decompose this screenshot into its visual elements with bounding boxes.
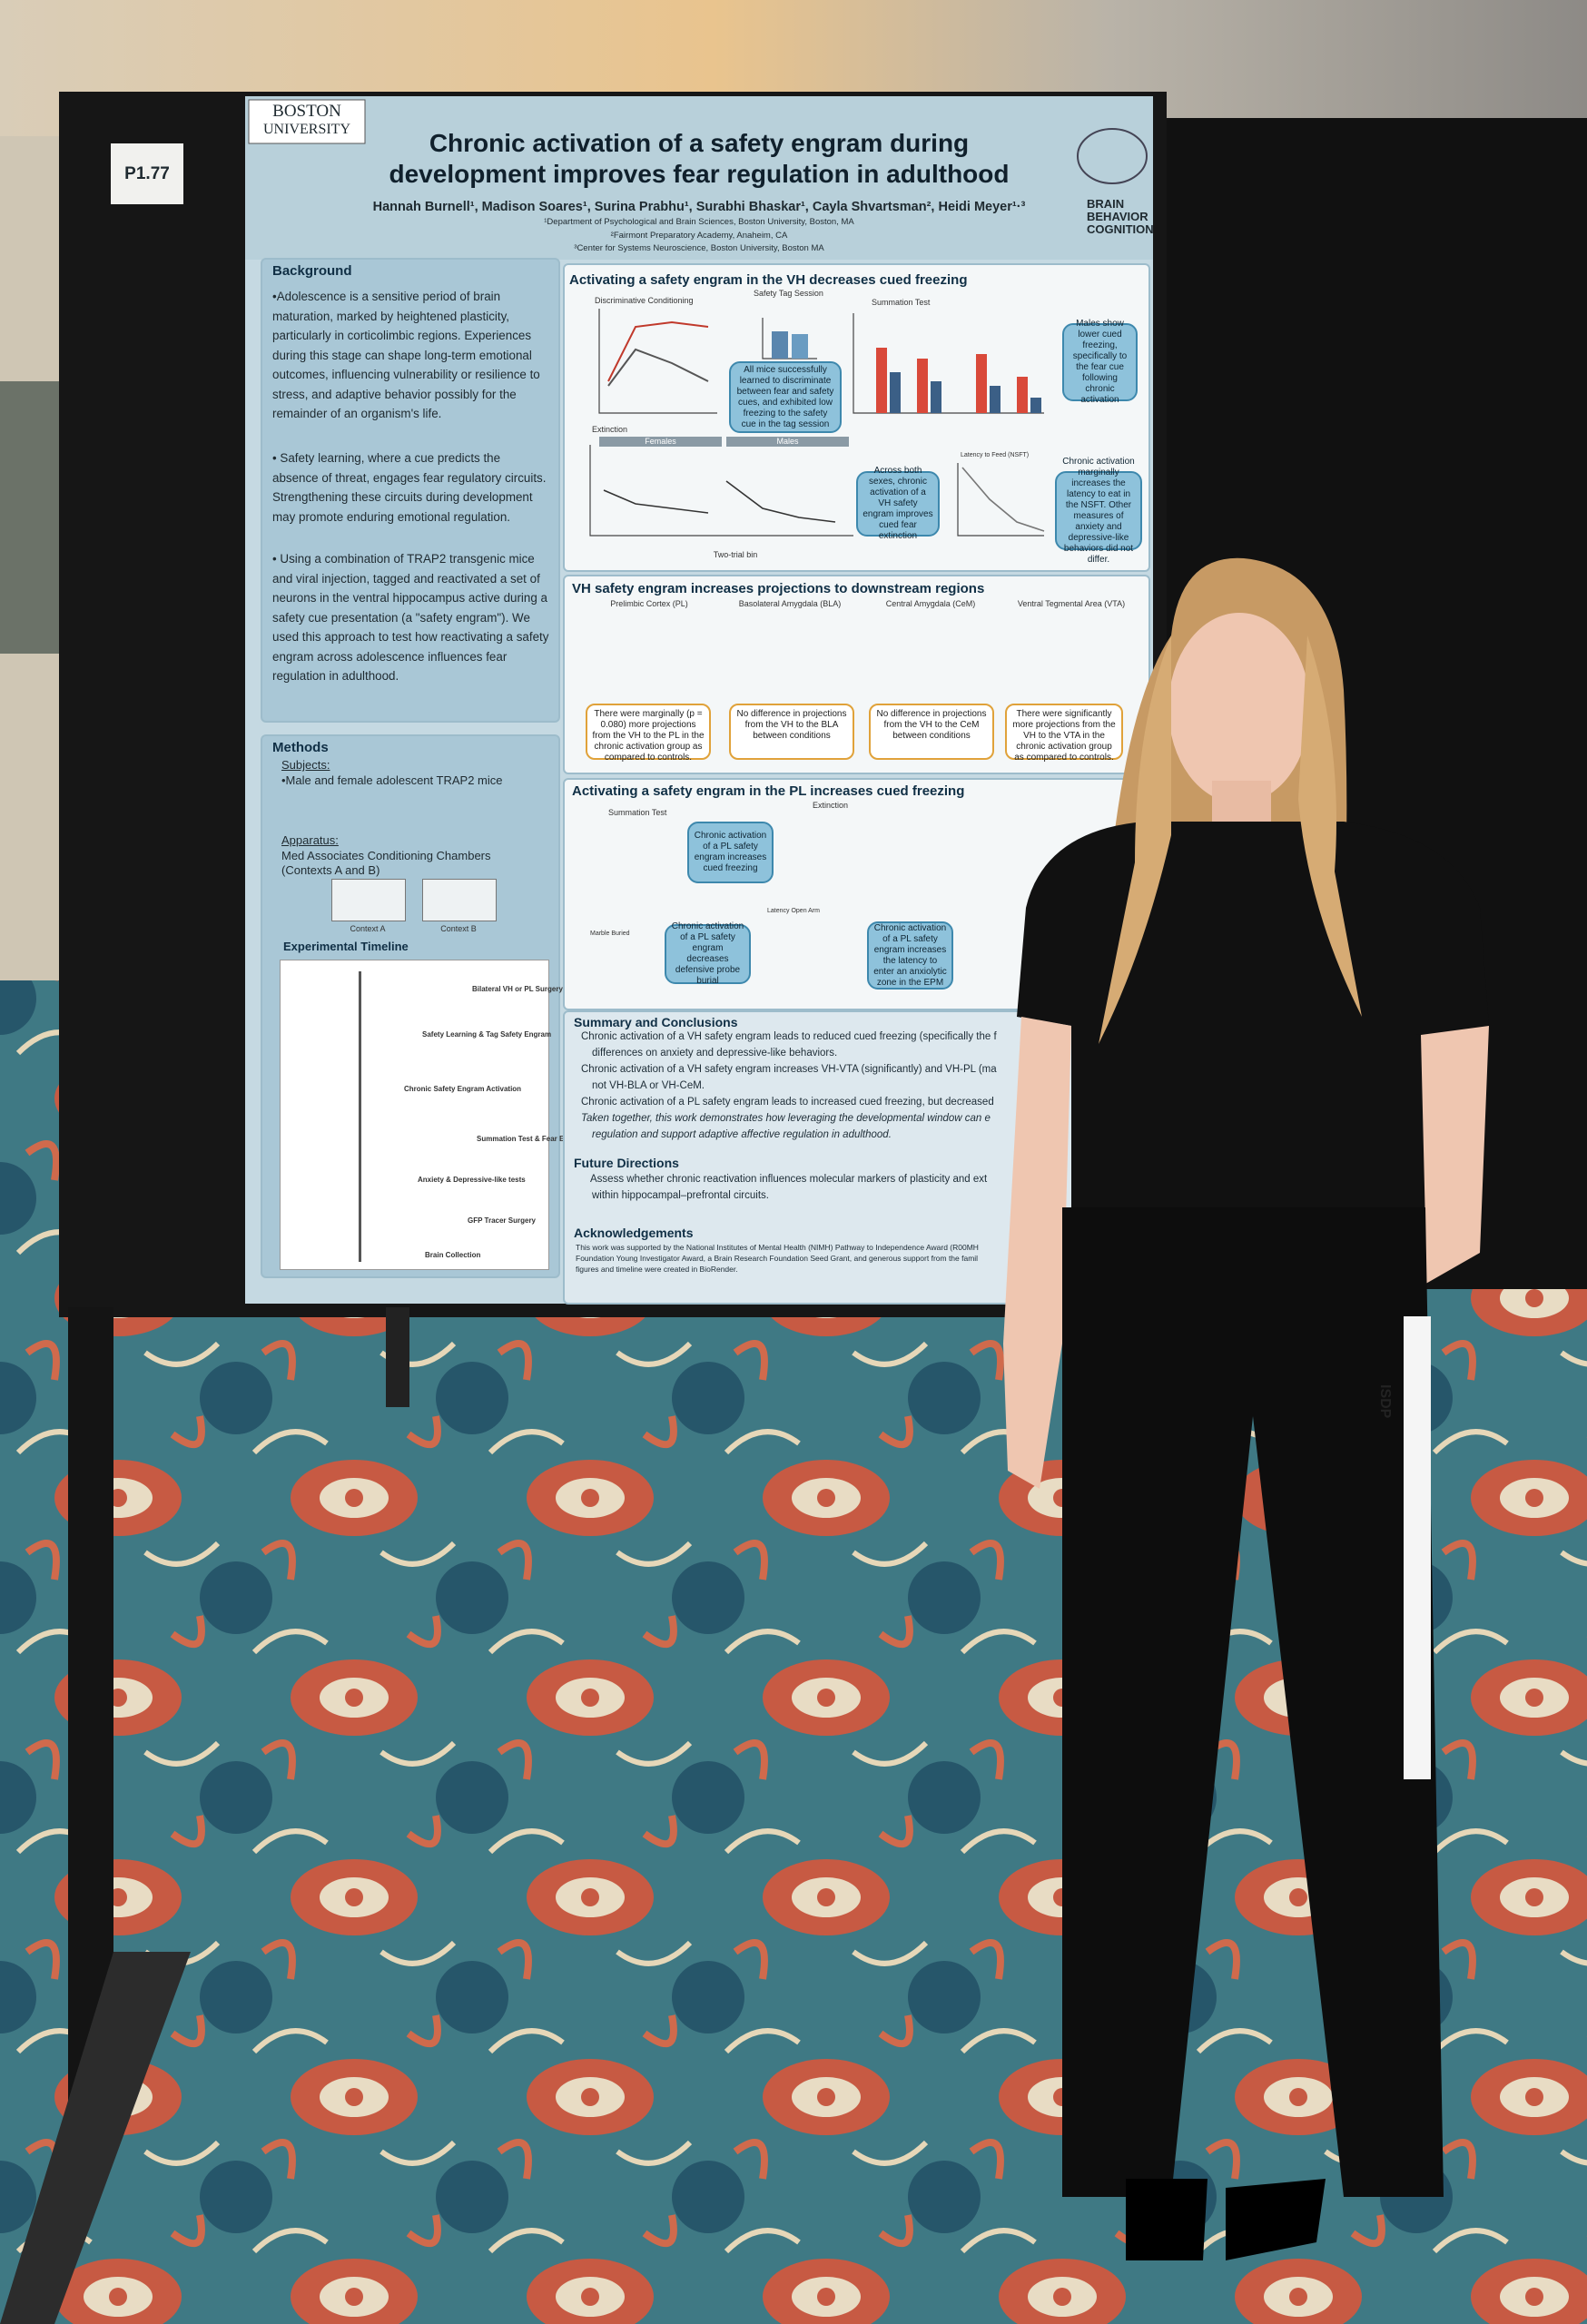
summary-line: regulation and support adaptive affectiv…	[592, 1129, 892, 1140]
background-paragraph: • Using a combination of TRAP2 transgeni…	[272, 552, 549, 683]
callout: Chronic activation marginally increases …	[1055, 457, 1142, 565]
affiliation: ³Center for Systems Neuroscience, Boston…	[574, 243, 824, 253]
board-foot	[0, 1952, 191, 2324]
finding-note: There were significantly more projection…	[1005, 704, 1123, 763]
logo-box	[248, 99, 366, 144]
stand	[386, 1307, 409, 1407]
hair-front	[1099, 635, 1362, 1044]
panel-title: Summation Test	[608, 808, 667, 817]
section-heading: Future Directions	[574, 1156, 679, 1170]
callout: Across both sexes, chronic activation of…	[856, 466, 940, 541]
section-heading: Background	[272, 263, 352, 279]
panel-title: Discriminative Conditioning	[595, 296, 694, 305]
context-label: Context A	[350, 924, 386, 933]
timeline-heading: Experimental Timeline	[283, 940, 409, 953]
timeline-step: Bilateral VH or PL Surgery	[472, 985, 563, 993]
timeline-step: Summation Test & Fear Extinction	[477, 1135, 595, 1143]
panel-title: Safety Tag Session	[754, 289, 823, 298]
shirt	[1017, 822, 1489, 1216]
ack-line: figures and timeline were created in Bio…	[576, 1265, 738, 1274]
region-title: Ventral Tegmental Area (VTA)	[1017, 599, 1126, 608]
brand: COGNITION	[1087, 222, 1154, 236]
sex-label: Females	[599, 437, 722, 448]
brand: BEHAVIOR	[1087, 210, 1148, 223]
arm	[1003, 1017, 1071, 1489]
logo-line: UNIVERSITY	[263, 122, 350, 137]
section-heading: VH safety engram increases projections t…	[572, 581, 985, 596]
background-panel	[261, 258, 560, 723]
panel-title: Extinction	[592, 425, 628, 434]
affiliation: ¹Department of Psychological and Brain S…	[544, 217, 854, 227]
section-heading: Activating a safety engram in the VH dec…	[569, 272, 968, 288]
apparatus: Med Associates Conditioning Chambers (Co…	[281, 849, 491, 878]
section-heading: Acknowledgements	[574, 1226, 694, 1240]
panel-title: Extinction	[813, 801, 849, 810]
poster-title: development improves fear regulation in …	[389, 160, 1010, 188]
poster-title: Chronic activation of a safety engram du…	[429, 129, 970, 157]
board-label: P1.77	[124, 164, 170, 183]
apparatus-label: Apparatus:	[281, 833, 339, 847]
callout: Chronic activation of a PL safety engram…	[687, 822, 774, 883]
brain-icon	[1077, 128, 1148, 184]
section-heading: Summary and Conclusions	[574, 1015, 738, 1029]
subjects-label: Subjects:	[281, 758, 330, 772]
timeline-step: Chronic Safety Engram Activation	[404, 1085, 522, 1093]
subjects: •Male and female adolescent TRAP2 mice	[281, 773, 503, 787]
future-line: within hippocampal–prefrontal circuits.	[592, 1190, 769, 1201]
badge-text: ISDP	[1377, 1384, 1393, 1419]
context-image	[331, 879, 406, 921]
face	[1168, 613, 1310, 803]
affiliation: ²Fairmont Preparatory Academy, Anaheim, …	[610, 231, 788, 241]
finding-note: There were marginally (p = 0.080) more p…	[586, 704, 711, 763]
summary-line: differences on anxiety and depressive-li…	[592, 1048, 838, 1059]
timeline-step: GFP Tracer Surgery	[468, 1216, 536, 1225]
context-image	[422, 879, 497, 921]
timeline-step: Brain Collection	[425, 1251, 481, 1259]
callout: Males show lower cued freezing, specific…	[1062, 319, 1138, 405]
timeline-step: Anxiety & Depressive-like tests	[418, 1176, 526, 1184]
region-title: Prelimbic Cortex (PL)	[610, 599, 688, 608]
region-title: Basolateral Amygdala (BLA)	[738, 599, 842, 608]
summary-line: Chronic activation of a VH safety engram…	[581, 1031, 997, 1042]
panel-title: Marble Buried	[590, 931, 630, 937]
context-label: Context B	[440, 924, 477, 933]
board-label-card	[111, 143, 183, 204]
ack-line: This work was supported by the National …	[576, 1243, 979, 1252]
summary-line: Chronic activation of a PL safety engram…	[581, 1097, 994, 1108]
poster-header	[245, 96, 1153, 260]
sex-label: Males	[726, 437, 849, 448]
doorway	[0, 381, 60, 654]
future-line: Assess whether chronic reactivation infl…	[590, 1174, 988, 1185]
brand: BRAIN	[1087, 197, 1125, 211]
finding-note: No difference in projections from the VH…	[729, 704, 854, 760]
region-title: Central Amygdala (CeM)	[885, 599, 976, 608]
ack-line: Foundation Young Investigator Award, a B…	[576, 1254, 979, 1263]
callout: All mice successfully learned to discrim…	[729, 361, 842, 433]
callout: Chronic activation of a PL safety engram…	[665, 921, 751, 986]
logo-line: BOSTON	[272, 102, 341, 121]
authors: Hannah Burnell¹, Madison Soares¹, Surina…	[372, 200, 1026, 214]
panel-title: Summation Test	[872, 298, 931, 307]
timeline-box	[280, 960, 549, 1270]
background-paragraph: •Adolescence is a sensitive period of br…	[272, 290, 540, 420]
timeline-axis	[359, 971, 361, 1262]
shoes	[1126, 2179, 1326, 2260]
callout: Chronic activation of a PL safety engram…	[867, 921, 953, 990]
section-heading: Activating a safety engram in the PL inc…	[572, 783, 965, 799]
timeline-step: Safety Learning & Tag Safety Engram	[422, 1030, 552, 1039]
section-heading: Methods	[272, 740, 329, 755]
summary-line: not VH-BLA or VH-CeM.	[592, 1080, 705, 1091]
background-paragraph: • Safety learning, where a cue predicts …	[272, 451, 547, 524]
finding-note: No difference in projections from the VH…	[869, 704, 994, 760]
summary-line: Chronic activation of a VH safety engram…	[581, 1064, 997, 1075]
x-axis-label: Two-trial bin	[713, 550, 758, 559]
panel-title: Latency to Feed (NSFT)	[961, 452, 1030, 458]
lanyard	[1404, 1316, 1431, 1779]
pants	[1062, 1207, 1444, 2197]
arm	[1380, 1026, 1489, 1289]
panel-title: Latency Open Arm	[767, 908, 820, 914]
summary-line: Taken together, this work demonstrates h…	[581, 1113, 991, 1124]
